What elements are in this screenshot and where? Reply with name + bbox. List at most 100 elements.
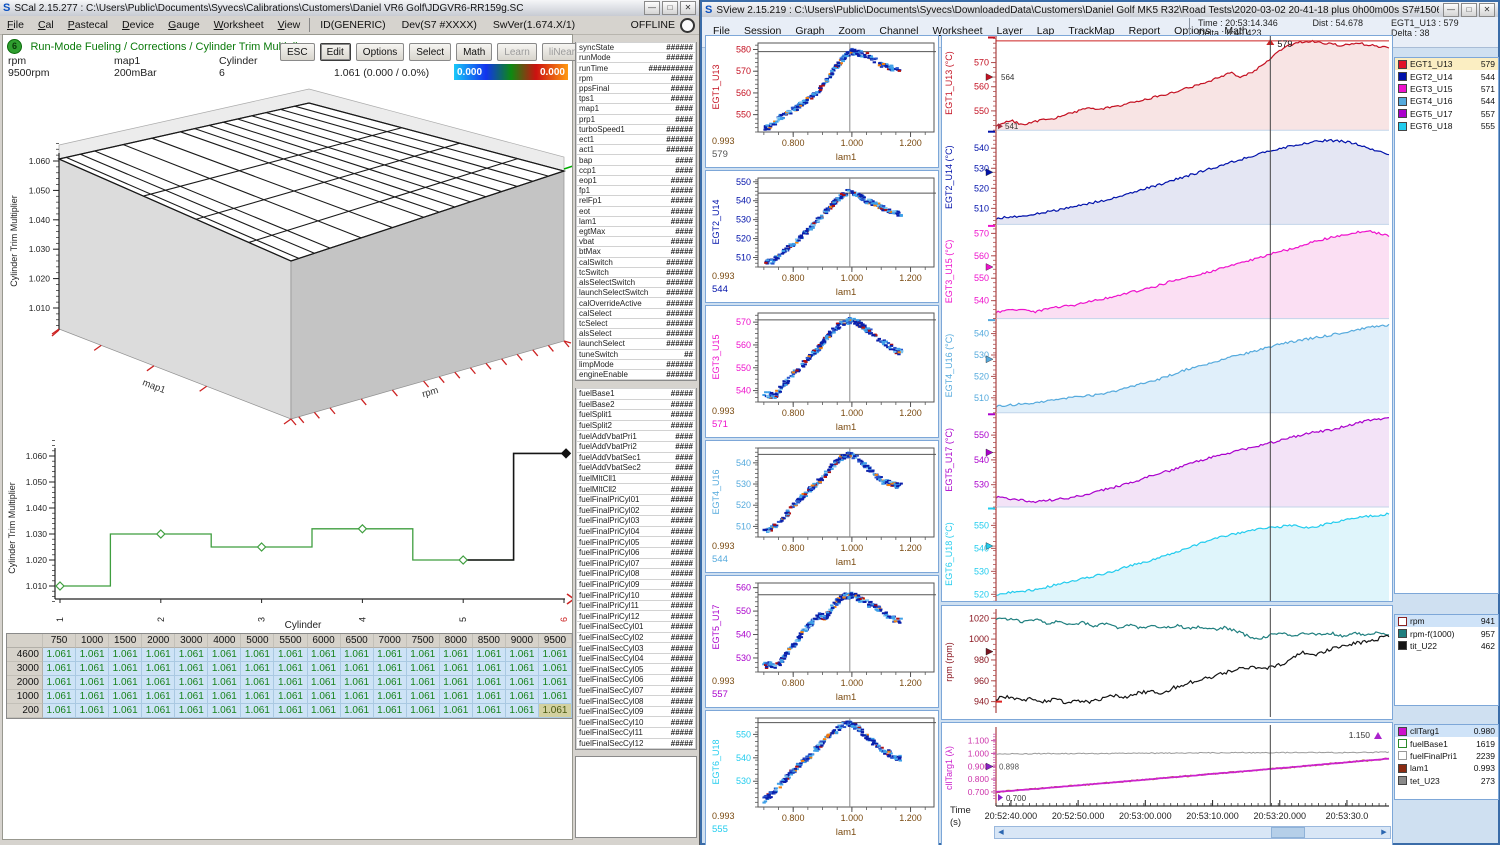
- menu-item-channel[interactable]: Channel: [879, 25, 919, 37]
- table-col-header[interactable]: 9000: [505, 634, 539, 648]
- table-cell[interactable]: 1.061: [307, 662, 341, 676]
- scroll-left-icon[interactable]: ◀: [998, 829, 1004, 836]
- table-cell[interactable]: 1.061: [241, 662, 275, 676]
- table-cell[interactable]: 1.061: [76, 662, 110, 676]
- table-cell[interactable]: 1.061: [43, 648, 77, 662]
- table-cell[interactable]: 1.061: [373, 648, 407, 662]
- table-col-header[interactable]: 6000: [307, 634, 341, 648]
- maximize-icon[interactable]: □: [1461, 3, 1477, 17]
- table-cell[interactable]: 1.061: [538, 676, 572, 690]
- close-icon[interactable]: ✕: [680, 1, 696, 15]
- menu-item-layer[interactable]: Layer: [996, 25, 1023, 37]
- table-cell[interactable]: 1.061: [439, 690, 473, 704]
- table-col-header[interactable]: 1500: [109, 634, 143, 648]
- scatter-panel-egt5_u17[interactable]: 0.800 1.000 1.200 530 540 550 560 EGT5_U17 0.993…: [705, 575, 939, 708]
- table-col-header[interactable]: 8500: [472, 634, 506, 648]
- table-col-header[interactable]: 4000: [208, 634, 242, 648]
- math-button[interactable]: Math: [456, 43, 493, 61]
- table-cell[interactable]: 1.061: [43, 690, 77, 704]
- edit-button[interactable]: Edit: [319, 43, 351, 61]
- menu-item-device[interactable]: Device: [122, 19, 155, 31]
- table-col-header[interactable]: 3000: [175, 634, 209, 648]
- table-cell[interactable]: 1.061: [472, 704, 506, 718]
- scatter-panel-egt3_u15[interactable]: 0.800 1.000 1.200 540 550 560 570 EGT3_U15 0.993…: [705, 305, 939, 438]
- table-cell[interactable]: 1.061: [307, 676, 341, 690]
- scatter-panel-egt6_u18[interactable]: 0.800 1.000 1.200 530 540 550 EGT6_U18 0.993 555…: [705, 710, 939, 845]
- menu-item-zoom[interactable]: Zoom: [838, 25, 866, 37]
- table-cell[interactable]: 1.061: [274, 648, 308, 662]
- table-cell[interactable]: 1.061: [274, 690, 308, 704]
- cylinder-trim-step-chart[interactable]: 1.010 1.020 1.030 1.040 1.050 1.060 1 2 3 4 5 6 Cyli…: [3, 433, 572, 633]
- table-row-header[interactable]: 3000: [7, 662, 43, 676]
- table-cell[interactable]: 1.061: [538, 662, 572, 676]
- rpm-timeseries-panel[interactable]: 940 960 980 1000 1020 rpm (rpm): [941, 605, 1393, 720]
- legend-row-egt6_u18[interactable]: EGT6_U18 555: [1395, 120, 1498, 132]
- table-cell[interactable]: 1.061: [175, 690, 209, 704]
- menu-item-gauge[interactable]: Gauge: [168, 19, 200, 31]
- table-col-header[interactable]: 750: [43, 634, 77, 648]
- table-cell[interactable]: 1.061: [175, 676, 209, 690]
- legend-row-rpm[interactable]: rpm 941: [1395, 615, 1498, 628]
- table-cell[interactable]: 1.061: [208, 662, 242, 676]
- table-cell[interactable]: 1.061: [439, 648, 473, 662]
- table-cell[interactable]: 1.061: [43, 704, 77, 718]
- menu-item-graph[interactable]: Graph: [795, 25, 825, 37]
- table-cell[interactable]: 1.061: [208, 690, 242, 704]
- table-row-header[interactable]: 1000: [7, 690, 43, 704]
- table-cell[interactable]: 1.061: [505, 690, 539, 704]
- table-cell[interactable]: 1.061: [109, 704, 143, 718]
- table-cell[interactable]: 1.061: [208, 648, 242, 662]
- menu-item-math[interactable]: Math: [1224, 25, 1248, 37]
- table-cell[interactable]: 1.061: [175, 704, 209, 718]
- table-cell[interactable]: 1.061: [406, 704, 440, 718]
- legend-row-lam1[interactable]: lam1 0.993: [1395, 762, 1498, 774]
- table-cell[interactable]: 1.061: [175, 662, 209, 676]
- table-cell[interactable]: 1.061: [175, 648, 209, 662]
- table-cell[interactable]: 1.061: [406, 676, 440, 690]
- menu-item-worksheet[interactable]: Worksheet: [932, 25, 983, 37]
- table-cell[interactable]: 1.061: [142, 704, 176, 718]
- menu-item-view[interactable]: View: [277, 19, 301, 31]
- table-cell[interactable]: 1.061: [241, 690, 275, 704]
- table-cell[interactable]: 1.061: [373, 690, 407, 704]
- table-cell[interactable]: 1.061: [439, 676, 473, 690]
- maximize-icon[interactable]: □: [662, 1, 678, 15]
- table-cell[interactable]: 1.061: [208, 704, 242, 718]
- table-col-header[interactable]: 5500: [274, 634, 308, 648]
- scatter-panel-egt2_u14[interactable]: 0.800 1.000 1.200 510 520 530 540 550 EGT2_U14 0.…: [705, 170, 939, 303]
- table-cell[interactable]: 1.061: [142, 648, 176, 662]
- table-cell[interactable]: 1.061: [109, 648, 143, 662]
- table-col-header[interactable]: 6500: [340, 634, 374, 648]
- table-cell[interactable]: 1.061: [439, 704, 473, 718]
- table-col-header[interactable]: 9500: [538, 634, 572, 648]
- table-cell[interactable]: 1.061: [505, 648, 539, 662]
- table-cell[interactable]: 1.061: [538, 690, 572, 704]
- table-row-header[interactable]: 200: [7, 704, 43, 718]
- table-cell[interactable]: 1.061: [241, 676, 275, 690]
- table-cell[interactable]: 1.061: [340, 690, 374, 704]
- surface-3d-plot[interactable]: 1.010 1.020 1.030 1.040 1.050 1.060 Cylinder T…: [3, 83, 572, 433]
- legend-row-tet_u23[interactable]: tet_U23 273: [1395, 775, 1498, 787]
- table-cell[interactable]: 1.061: [472, 648, 506, 662]
- table-cell[interactable]: 1.061: [76, 676, 110, 690]
- table-cell[interactable]: 1.061: [538, 648, 572, 662]
- close-icon[interactable]: ✕: [1479, 3, 1495, 17]
- table-cell[interactable]: 1.061: [76, 704, 110, 718]
- table-cell[interactable]: 1.061: [373, 676, 407, 690]
- egt-timeseries-panel[interactable]: 550 560 570 EGT1_U13 (°C) 564 541 579 510 520 530…: [941, 35, 1393, 602]
- table-cell[interactable]: 1.061: [109, 662, 143, 676]
- legend-row-fuelbase1[interactable]: fuelBase1 1619: [1395, 737, 1498, 749]
- menu-item-file[interactable]: File: [7, 19, 24, 31]
- menu-item-lap[interactable]: Lap: [1036, 25, 1055, 37]
- table-cell[interactable]: 1.061: [43, 676, 77, 690]
- table-cell[interactable]: 1.061: [505, 704, 539, 718]
- channel-row-fuelFinalSecCyl12[interactable]: fuelFinalSecCyl12 #####: [576, 737, 696, 750]
- scroll-right-icon[interactable]: ▶: [1381, 829, 1387, 836]
- table-row-header[interactable]: 2000: [7, 676, 43, 690]
- time-scrollbar[interactable]: ◀ ▶: [994, 826, 1391, 839]
- table-cell[interactable]: 1.061: [439, 662, 473, 676]
- menu-item-report[interactable]: Report: [1128, 25, 1161, 37]
- table-cell[interactable]: 1.061: [340, 648, 374, 662]
- table-cell[interactable]: 1.061: [340, 662, 374, 676]
- legend-row-clltarg1[interactable]: cllTarg1 0.980: [1395, 725, 1498, 738]
